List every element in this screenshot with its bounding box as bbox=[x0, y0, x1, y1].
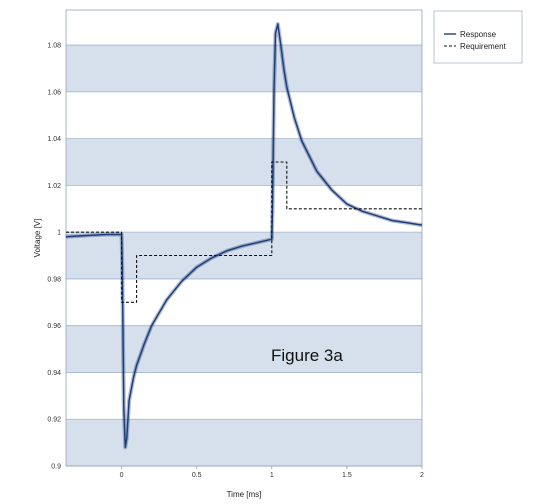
y-tick-label: 1 bbox=[57, 230, 61, 237]
y-tick-label: 1.08 bbox=[47, 43, 61, 50]
x-tick-labels: 0 0.5 1 1.5 2 bbox=[120, 466, 424, 479]
y-tick-label: 0.98 bbox=[47, 276, 61, 283]
series-line-requirement bbox=[66, 161, 422, 303]
y-tick-labels: 0.9 0.92 0.94 0.96 0.98 1 1.02 1.04 1.06 1.08 bbox=[47, 43, 61, 471]
y-tick-label: 0.9 bbox=[51, 464, 61, 471]
grid-band bbox=[66, 232, 422, 279]
x-axis-title: Time [ms] bbox=[227, 490, 262, 499]
series-line-response bbox=[65, 23, 423, 449]
y-axis-title: Voltage [V] bbox=[33, 219, 42, 258]
y-tick-label: 0.92 bbox=[47, 417, 61, 424]
y-tick-label: 0.94 bbox=[47, 370, 61, 377]
figure-annotation: Figure 3a bbox=[271, 346, 343, 365]
x-tick-label: 2 bbox=[420, 472, 424, 479]
x-tick-label: 0 bbox=[120, 472, 124, 479]
grid-bands bbox=[66, 45, 422, 466]
y-tick-label: 1.04 bbox=[47, 136, 61, 143]
grid-band bbox=[66, 138, 422, 186]
legend-response-label: Response bbox=[460, 30, 497, 39]
legend-requirement-label: Requirement bbox=[460, 42, 507, 51]
y-tick-label: 1.06 bbox=[47, 89, 61, 96]
series-layer bbox=[65, 22, 423, 450]
legend-box bbox=[433, 10, 523, 64]
y-tick-label: 1.02 bbox=[47, 183, 61, 190]
y-tick-label: 0.96 bbox=[47, 323, 61, 330]
plot-frame bbox=[65, 9, 423, 467]
x-tick-label: 1.5 bbox=[342, 472, 352, 479]
legend: Response Requirement bbox=[433, 10, 523, 64]
x-tick-label: 0.5 bbox=[192, 472, 202, 479]
grid-band bbox=[66, 45, 422, 92]
x-tick-label: 1 bbox=[270, 472, 274, 479]
grid-band bbox=[66, 325, 422, 373]
grid-band bbox=[66, 419, 422, 466]
